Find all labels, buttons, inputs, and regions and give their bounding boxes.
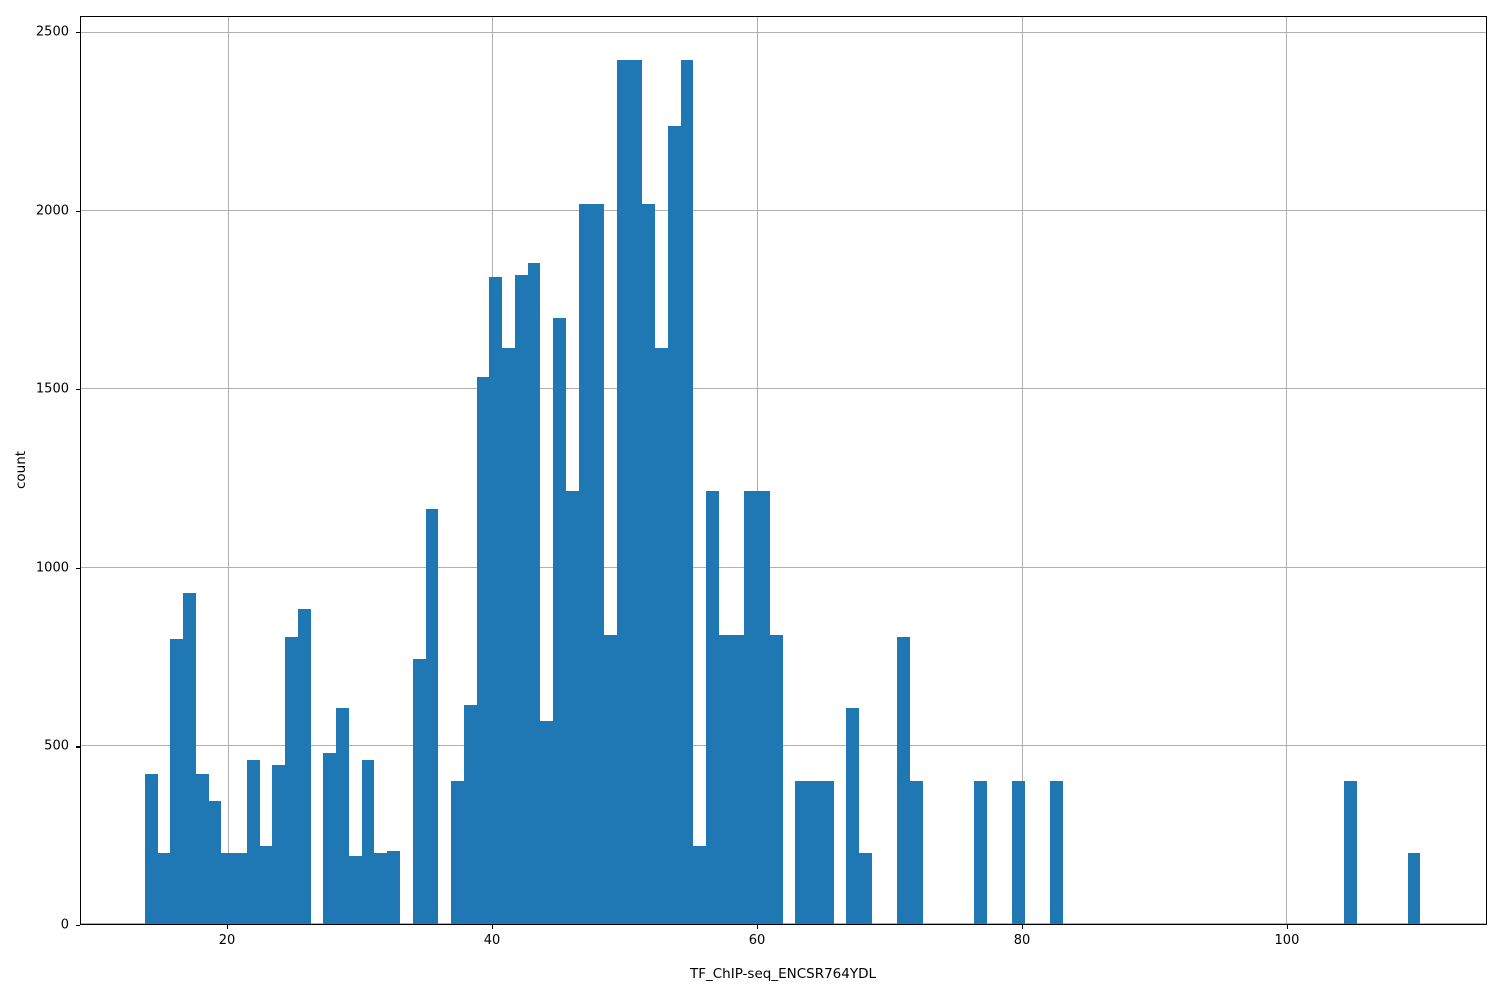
histogram-bar xyxy=(297,608,311,924)
histogram-bar xyxy=(808,781,821,924)
histogram-bar xyxy=(451,781,464,924)
y-tick-label: 1000 xyxy=(35,560,69,576)
y-tick-mark xyxy=(76,746,80,748)
histogram-bar xyxy=(897,637,911,924)
x-tick-mark xyxy=(1021,925,1024,929)
histogram-bar xyxy=(540,720,554,924)
histogram-bar xyxy=(655,348,668,924)
histogram-bar xyxy=(744,491,758,924)
histogram-bar xyxy=(527,262,541,924)
histogram-bar xyxy=(514,275,528,924)
plot-area xyxy=(80,16,1487,925)
y-gridline xyxy=(81,923,1486,924)
histogram-bar xyxy=(795,781,809,924)
histogram-bar xyxy=(221,852,235,924)
histogram-bar xyxy=(323,752,337,924)
histogram-bar xyxy=(820,781,834,924)
x-tick-label: 60 xyxy=(748,933,766,948)
x-tick-mark xyxy=(757,925,759,929)
histogram-bar xyxy=(859,852,872,924)
x-tick-mark xyxy=(1286,925,1289,929)
histogram-bar xyxy=(731,635,745,924)
histogram-bar xyxy=(195,774,209,924)
x-tick-mark xyxy=(227,925,229,929)
histogram-bar xyxy=(553,318,566,924)
histogram-bar xyxy=(846,708,860,924)
histogram-bar xyxy=(246,760,260,924)
x-tick-label: 80 xyxy=(1013,933,1031,948)
histogram-bar xyxy=(502,348,515,924)
y-gridline xyxy=(81,210,1486,212)
y-tick-mark xyxy=(76,925,80,927)
histogram-bar xyxy=(667,125,681,924)
histogram-bar xyxy=(757,491,770,924)
histogram-bar xyxy=(144,774,158,924)
histogram-bar xyxy=(463,704,477,924)
y-tick-mark xyxy=(76,210,80,212)
histogram-bar xyxy=(476,376,490,924)
histogram-bar xyxy=(910,781,923,924)
histogram-bar xyxy=(604,635,617,924)
x-tick-label: 100 xyxy=(1274,933,1300,948)
histogram-bar xyxy=(272,765,286,924)
histogram-bar xyxy=(259,845,273,924)
histogram-bar xyxy=(718,635,732,924)
x-tick-label: 20 xyxy=(218,933,236,948)
histogram-bar xyxy=(361,760,375,924)
histogram-bar xyxy=(170,638,184,924)
y-tick-label: 2500 xyxy=(35,24,69,40)
histogram-bar xyxy=(1407,852,1421,924)
histogram-bar xyxy=(348,856,362,924)
y-tick-label: 0 xyxy=(60,917,69,933)
histogram-bar xyxy=(706,491,719,924)
x-gridline xyxy=(227,17,229,924)
x-tick-label: 40 xyxy=(483,933,501,948)
x-gridline xyxy=(757,17,759,924)
histogram-bar xyxy=(157,852,171,924)
histogram-bar xyxy=(769,635,783,924)
y-gridline xyxy=(81,32,1486,34)
histogram-bar xyxy=(1012,781,1025,924)
histogram-bar xyxy=(680,59,694,924)
y-tick-label: 2000 xyxy=(35,203,69,219)
histogram-bar xyxy=(234,852,247,924)
histogram-bar xyxy=(629,59,643,924)
x-gridline xyxy=(1286,17,1288,924)
histogram-bar xyxy=(578,204,592,924)
histogram-bar xyxy=(183,592,196,924)
y-tick-mark xyxy=(76,567,80,570)
histogram-bar xyxy=(374,852,388,924)
x-tick-mark xyxy=(492,925,494,929)
histogram-bar xyxy=(412,658,426,924)
histogram-bar xyxy=(591,204,605,924)
histogram-bar xyxy=(489,277,503,924)
histogram-bar xyxy=(387,850,400,924)
histogram-bar xyxy=(1343,781,1357,924)
y-tick-label: 1500 xyxy=(35,381,69,397)
x-axis-label: TF_ChIP-seq_ENCSR764YDL xyxy=(689,966,877,982)
y-tick-label: 500 xyxy=(44,738,69,754)
histogram-bar xyxy=(693,845,707,924)
histogram-bar xyxy=(208,801,222,924)
y-gridline xyxy=(81,744,1486,746)
histogram-bar xyxy=(425,508,439,924)
histogram-bar xyxy=(285,637,298,924)
y-tick-mark xyxy=(76,389,80,391)
y-tick-mark xyxy=(76,32,80,34)
histogram-bar xyxy=(565,491,579,924)
histogram-bar xyxy=(973,781,987,924)
y-axis-label: count xyxy=(13,450,29,490)
y-gridline xyxy=(81,566,1486,568)
histogram-bar xyxy=(1050,781,1064,924)
y-gridline xyxy=(81,388,1486,390)
histogram-bar xyxy=(642,204,656,924)
histogram-bar xyxy=(336,708,349,924)
x-gridline xyxy=(1021,17,1023,924)
histogram-bar xyxy=(616,59,630,924)
